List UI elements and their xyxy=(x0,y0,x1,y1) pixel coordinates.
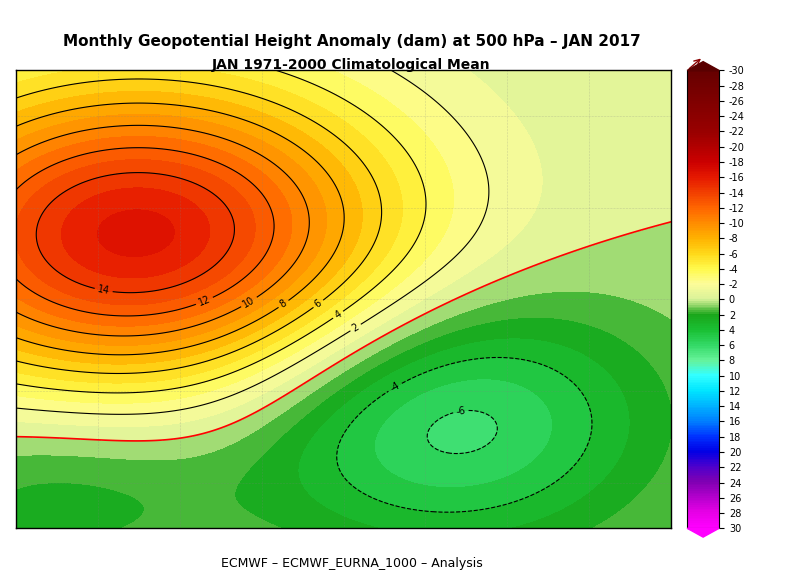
Text: -4: -4 xyxy=(388,380,402,394)
Text: 2: 2 xyxy=(350,322,361,333)
Text: JAN 1971-2000 Climatological Mean: JAN 1971-2000 Climatological Mean xyxy=(213,58,491,72)
Text: Monthly Geopotential Height Anomaly (dam) at 500 hPa – JAN 2017: Monthly Geopotential Height Anomaly (dam… xyxy=(62,33,641,49)
Text: 6: 6 xyxy=(313,298,324,309)
Text: 4: 4 xyxy=(332,309,344,321)
Text: 10: 10 xyxy=(241,295,257,309)
Text: 14: 14 xyxy=(97,284,110,296)
Text: ECMWF – ECMWF_EURNA_1000 – Analysis: ECMWF – ECMWF_EURNA_1000 – Analysis xyxy=(221,557,483,570)
Text: -6: -6 xyxy=(455,406,467,417)
Text: 8: 8 xyxy=(278,298,289,310)
Text: 12: 12 xyxy=(197,294,212,308)
